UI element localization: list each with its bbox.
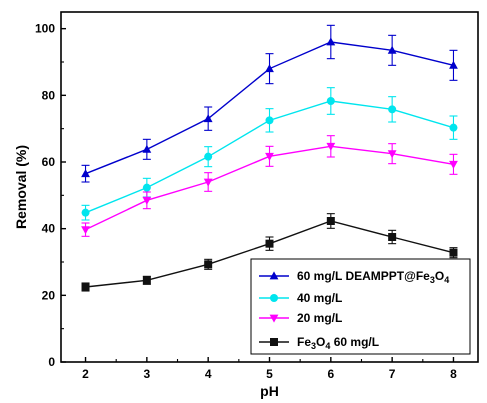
data-point [142, 276, 151, 285]
x-tick-label: 5 [266, 367, 273, 381]
data-point [388, 233, 397, 241]
data-point [142, 196, 152, 205]
legend-marker [270, 294, 278, 302]
data-point [326, 37, 336, 46]
series-2 [81, 135, 458, 237]
series-3 [81, 213, 458, 292]
legend-label: 60 mg/L DEAMPPT@Fe3O4 [297, 269, 449, 285]
data-point [265, 152, 274, 161]
x-tick-label: 6 [327, 367, 334, 381]
legend-box [250, 258, 471, 355]
y-tick-label: 40 [42, 222, 56, 236]
data-point [449, 60, 458, 69]
series-1 [81, 87, 458, 221]
legend-entry-2: 20 mg/L [259, 311, 342, 325]
data-point [265, 239, 274, 248]
data-point [81, 208, 90, 217]
data-point [449, 123, 458, 132]
x-tick-label: 3 [144, 367, 151, 381]
data-point [449, 160, 458, 169]
y-tick-label: 60 [42, 155, 56, 169]
x-tick-label: 8 [450, 367, 457, 381]
data-point [388, 105, 397, 114]
data-point [265, 116, 274, 125]
legend-label: Fe3O4 60 mg/L [297, 335, 379, 351]
y-tick-label: 20 [42, 288, 56, 302]
y-tick-label: 80 [42, 88, 56, 102]
data-point [387, 45, 397, 54]
legend-entry-1: 40 mg/L [259, 291, 342, 305]
data-point [326, 97, 335, 105]
data-point [203, 178, 213, 187]
data-point [265, 64, 274, 73]
data-point [81, 169, 90, 178]
legend-marker [269, 314, 279, 323]
data-point [326, 142, 336, 151]
legend-marker [270, 338, 278, 346]
x-tick-label: 7 [389, 367, 396, 381]
data-point [387, 150, 397, 159]
legend-label: 40 mg/L [297, 291, 342, 305]
axes: 0 20 40 60 80 100 2 3 4 5 6 7 8 pH Removal (%) [13, 11, 479, 399]
plot-area [81, 24, 458, 292]
data-point [204, 152, 213, 161]
y-axis-label: Removal (%) [13, 145, 29, 229]
legend-marker [269, 271, 279, 280]
data-point [142, 183, 151, 192]
data-point [81, 283, 90, 291]
x-tick-label: 2 [82, 367, 89, 381]
data-point [326, 217, 335, 225]
data-point [203, 114, 213, 123]
data-point [204, 260, 213, 269]
legend: 60 mg/L DEAMPPT@Fe3O4 40 mg/L 20 mg/L Fe3O4… [250, 258, 471, 355]
y-tick-label: 0 [48, 355, 55, 369]
legend-entry-0: 60 mg/L DEAMPPT@Fe3O4 [259, 269, 449, 285]
legend-entry-3: Fe3O4 60 mg/L [259, 335, 379, 351]
data-point [449, 248, 458, 257]
data-point [142, 144, 152, 153]
series-0 [81, 24, 458, 183]
legend-label: 20 mg/L [297, 311, 342, 325]
x-axis-label: pH [260, 383, 279, 399]
data-point [81, 226, 90, 235]
y-tick-label: 100 [35, 22, 55, 36]
x-tick-label: 4 [205, 367, 212, 381]
